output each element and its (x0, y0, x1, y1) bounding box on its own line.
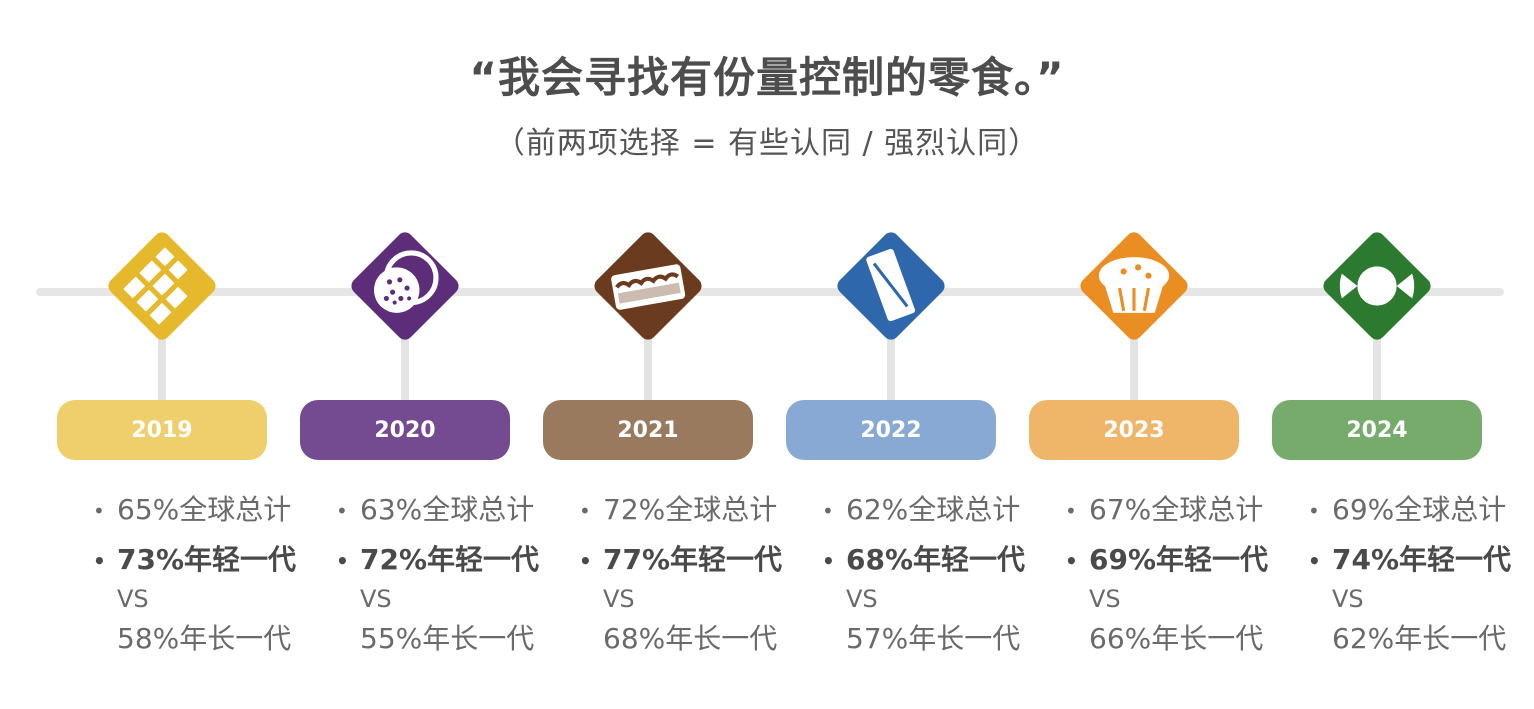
bullet-dot: • (822, 549, 835, 573)
muffin-icon (1080, 232, 1188, 340)
bullet-dot: • (93, 549, 106, 573)
vs-label: VS (117, 585, 149, 613)
bullet-dot: • (579, 499, 591, 523)
vs-label-text: VS (846, 585, 878, 613)
young-generation-stat-text: 72%年轻一代 (360, 543, 540, 576)
bullet-dot: • (93, 499, 105, 523)
chart-subtitle: （前两项选择 = 有些认同 / 强烈认同） (494, 126, 1040, 161)
year-label: 2021 (543, 400, 753, 460)
timeline-line (36, 288, 1504, 296)
young-generation-stat-text: 69%年轻一代 (1089, 543, 1269, 576)
chocolate-bar-icon (108, 232, 216, 340)
global-total-stat-text: 62%全球总计 (846, 493, 1021, 526)
connector-stem (158, 300, 166, 404)
year-label: 2022 (786, 400, 996, 460)
young-generation-stat: • 69%年轻一代 (1065, 538, 1268, 578)
global-total-stat-text: 63%全球总计 (360, 493, 535, 526)
connector-stem (887, 300, 895, 404)
vs-label-text: VS (603, 585, 635, 613)
global-total-stat-text: 67%全球总计 (1089, 493, 1264, 526)
older-generation-stat-text: 68%年长一代 (603, 622, 778, 655)
connector-stem (401, 300, 409, 404)
vs-label: VS (1332, 585, 1364, 613)
vs-label-text: VS (360, 585, 392, 613)
candy-icon (1323, 232, 1431, 340)
year-column-2023: 2023 • 67%全球总计 • 69%年轻一代 VS 66%年长一代 (1007, 0, 1268, 709)
bullet-dot: • (1308, 499, 1320, 523)
year-column-2019: 2019 • 65%全球总计 • 73%年轻一代 VS 58%年长一代 (35, 0, 296, 709)
cookie-icon (351, 232, 459, 340)
year-column-2021: 2021 • 72%全球总计 • 77%年轻一代 VS 68%年长一代 (521, 0, 782, 709)
year-label: 2024 (1272, 400, 1482, 460)
bullet-dot: • (1065, 499, 1077, 523)
bullet-dot: • (336, 549, 349, 573)
vs-label-text: VS (1089, 585, 1121, 613)
older-generation-stat: 55%年长一代 (360, 617, 534, 657)
bullet-dot: • (1308, 549, 1321, 573)
vs-label: VS (846, 585, 878, 613)
older-generation-stat: 62%年长一代 (1332, 617, 1506, 657)
bullet-dot: • (822, 499, 834, 523)
older-generation-stat: 58%年长一代 (117, 617, 291, 657)
older-generation-stat: 66%年长一代 (1089, 617, 1263, 657)
global-total-stat-text: 72%全球总计 (603, 493, 778, 526)
young-generation-stat-text: 74%年轻一代 (1332, 543, 1512, 576)
connector-stem (1373, 300, 1381, 404)
global-total-stat-text: 65%全球总计 (117, 493, 292, 526)
older-generation-stat-text: 58%年长一代 (117, 622, 292, 655)
vs-label: VS (603, 585, 635, 613)
older-generation-stat: 57%年长一代 (846, 617, 1020, 657)
young-generation-stat: • 72%年轻一代 (336, 538, 539, 578)
year-label: 2019 (57, 400, 267, 460)
chart-title: “我会寻找有份量控制的零食。” (469, 53, 1065, 102)
global-total-stat-text: 69%全球总计 (1332, 493, 1507, 526)
global-total-stat: • 69%全球总计 (1308, 488, 1506, 528)
year-label: 2020 (300, 400, 510, 460)
global-total-stat: • 67%全球总计 (1065, 488, 1263, 528)
global-total-stat: • 63%全球总计 (336, 488, 534, 528)
snack-bar-icon (837, 232, 945, 340)
year-column-2022: 2022 • 62%全球总计 • 68%年轻一代 VS 57%年长一代 (764, 0, 1025, 709)
young-generation-stat-text: 73%年轻一代 (117, 543, 297, 576)
year-column-2024: 2024 • 69%全球总计 • 74%年轻一代 VS 62%年长一代 (1250, 0, 1511, 709)
vs-label: VS (360, 585, 392, 613)
vs-label-text: VS (1332, 585, 1364, 613)
vs-label-text: VS (117, 585, 149, 613)
connector-stem (1130, 300, 1138, 404)
global-total-stat: • 72%全球总计 (579, 488, 777, 528)
year-label: 2023 (1029, 400, 1239, 460)
bullet-dot: • (579, 549, 592, 573)
connector-stem (644, 300, 652, 404)
cake-slice-icon (594, 232, 702, 340)
global-total-stat: • 62%全球总计 (822, 488, 1020, 528)
older-generation-stat-text: 66%年长一代 (1089, 622, 1264, 655)
bullet-dot: • (1065, 549, 1078, 573)
year-column-2020: 2020 • 63%全球总计 • 72%年轻一代 VS 55%年长一代 (278, 0, 539, 709)
older-generation-stat-text: 57%年长一代 (846, 622, 1021, 655)
young-generation-stat: • 74%年轻一代 (1308, 538, 1511, 578)
global-total-stat: • 65%全球总计 (93, 488, 291, 528)
young-generation-stat: • 77%年轻一代 (579, 538, 782, 578)
bullet-dot: • (336, 499, 348, 523)
older-generation-stat: 68%年长一代 (603, 617, 777, 657)
young-generation-stat-text: 77%年轻一代 (603, 543, 783, 576)
vs-label: VS (1089, 585, 1121, 613)
older-generation-stat-text: 55%年长一代 (360, 622, 535, 655)
older-generation-stat-text: 62%年长一代 (1332, 622, 1507, 655)
young-generation-stat: • 68%年轻一代 (822, 538, 1025, 578)
young-generation-stat: • 73%年轻一代 (93, 538, 296, 578)
young-generation-stat-text: 68%年轻一代 (846, 543, 1026, 576)
